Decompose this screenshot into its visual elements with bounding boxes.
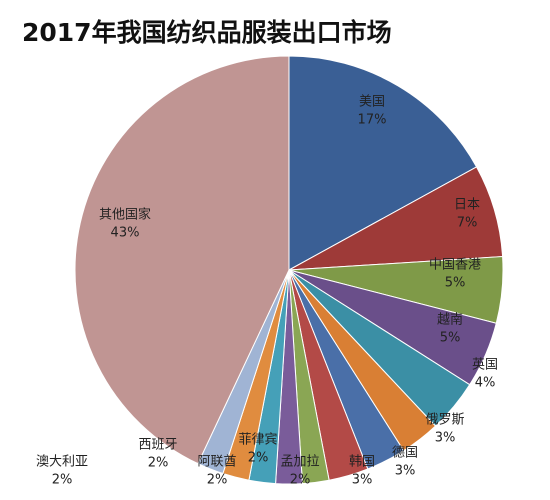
slice-value-label: 3%: [395, 464, 416, 479]
slice-label: 中国香港: [429, 258, 481, 273]
slice-value-label: 43%: [111, 226, 140, 241]
slice-label: 菲律宾: [238, 432, 277, 448]
slice-value-label: 3%: [435, 431, 456, 446]
pie-slice: [288, 55, 478, 271]
slice-label: 俄罗斯: [425, 413, 464, 428]
slice-value-label: 5%: [440, 331, 461, 346]
slice-label: 孟加拉: [280, 455, 319, 470]
slice-value-label: 7%: [457, 216, 478, 231]
slice-value-label: 2%: [52, 473, 73, 488]
slice-value-label: 2%: [248, 451, 269, 466]
slice-label: 韩国: [349, 455, 375, 470]
slice-label: 美国: [359, 95, 385, 110]
chart-title: 2017年我国纺织品服装出口市场: [22, 18, 392, 47]
slice-label: 其他国家: [99, 207, 151, 223]
slice-value-label: 17%: [358, 113, 387, 128]
slice-label: 日本: [454, 198, 480, 213]
slice-value-label: 3%: [352, 473, 373, 488]
slice-value-label: 4%: [475, 376, 496, 391]
slice-label: 越南: [437, 312, 463, 328]
slice-value-label: 2%: [290, 473, 311, 488]
pie-slice: [74, 55, 290, 465]
slice-label: 澳大利亚: [36, 454, 88, 470]
slice-label: 阿联酋: [197, 454, 236, 470]
slice-label: 德国: [392, 446, 418, 461]
slice-label: 英国: [472, 358, 498, 373]
slice-value-label: 2%: [207, 473, 228, 488]
slice-label: 西班牙: [138, 438, 177, 453]
slice-value-label: 2%: [148, 456, 169, 471]
slice-value-label: 5%: [445, 276, 466, 291]
